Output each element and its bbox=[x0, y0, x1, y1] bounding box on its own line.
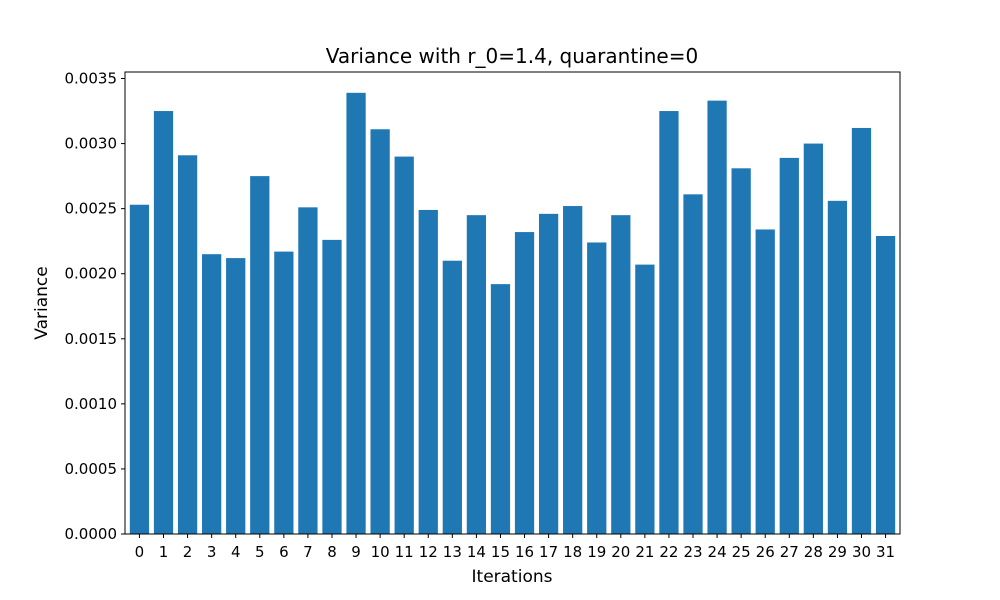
y-tick-label: 0.0030 bbox=[65, 135, 118, 153]
x-tick-label: 2 bbox=[183, 543, 193, 561]
x-tick-label: 21 bbox=[635, 543, 654, 561]
bar-30 bbox=[851, 127, 872, 534]
x-tick-label: 1 bbox=[159, 543, 169, 561]
x-tick-label: 20 bbox=[611, 543, 630, 561]
x-tick-label: 7 bbox=[303, 543, 313, 561]
x-tick-label: 22 bbox=[659, 543, 678, 561]
bar-6 bbox=[274, 251, 294, 534]
bar-10 bbox=[370, 129, 390, 535]
bar-23 bbox=[683, 194, 703, 534]
x-tick-label: 17 bbox=[539, 543, 558, 561]
bars-group bbox=[129, 92, 896, 535]
y-axis-label: Variance bbox=[32, 266, 52, 339]
x-tick-label: 14 bbox=[467, 543, 486, 561]
x-tick-label: 11 bbox=[395, 543, 414, 561]
bar-26 bbox=[755, 229, 775, 534]
plot-frame bbox=[124, 71, 901, 535]
bar-27 bbox=[779, 157, 799, 535]
x-tick-label: 27 bbox=[780, 543, 799, 561]
x-tick-label: 12 bbox=[419, 543, 438, 561]
x-tick-label: 29 bbox=[828, 543, 847, 561]
bar-17 bbox=[538, 213, 559, 534]
bar-15 bbox=[490, 284, 511, 534]
bar-7 bbox=[298, 207, 318, 534]
bar-2 bbox=[177, 155, 198, 534]
y-tick-label: 0.0005 bbox=[65, 460, 118, 478]
x-tick-label: 3 bbox=[207, 543, 217, 561]
x-tick-label: 15 bbox=[491, 543, 510, 561]
bar-29 bbox=[827, 200, 848, 535]
bar-18 bbox=[563, 206, 583, 534]
y-tick-label: 0.0025 bbox=[65, 200, 118, 218]
bar-24 bbox=[707, 100, 727, 535]
x-tick-label: 19 bbox=[587, 543, 606, 561]
bar-28 bbox=[803, 143, 823, 535]
x-tick-label: 4 bbox=[231, 543, 241, 561]
bar-3 bbox=[202, 254, 222, 534]
x-tick-label: 25 bbox=[732, 543, 751, 561]
x-tick-label: 23 bbox=[683, 543, 702, 561]
bar-8 bbox=[322, 239, 342, 534]
x-tick-label: 28 bbox=[804, 543, 823, 561]
x-tick-label: 30 bbox=[852, 543, 871, 561]
bar-20 bbox=[611, 215, 631, 535]
x-tick-label: 8 bbox=[327, 543, 337, 561]
bar-12 bbox=[418, 209, 438, 535]
x-tick-label: 24 bbox=[708, 543, 727, 561]
x-tick-label: 6 bbox=[279, 543, 289, 561]
x-axis-label: Iterations bbox=[472, 567, 553, 587]
bar-19 bbox=[587, 242, 607, 535]
bar-9 bbox=[346, 92, 366, 534]
bar-5 bbox=[250, 176, 270, 534]
bar-0 bbox=[129, 204, 150, 535]
bar-1 bbox=[153, 111, 174, 535]
y-tick-label: 0.0035 bbox=[65, 70, 118, 88]
x-tick-label: 13 bbox=[443, 543, 462, 561]
y-tick-label: 0.0020 bbox=[65, 265, 118, 283]
y-tick-label: 0.0015 bbox=[65, 330, 118, 348]
x-tick-label: 16 bbox=[515, 543, 534, 561]
bar-4 bbox=[226, 258, 246, 534]
bar-25 bbox=[731, 168, 751, 534]
x-tick-label: 10 bbox=[371, 543, 390, 561]
chart-title: Variance with r_0=1.4, quarantine=0 bbox=[326, 44, 698, 68]
bar-13 bbox=[442, 260, 462, 534]
y-tick-label: 0.0000 bbox=[65, 525, 118, 543]
x-tick-label: 5 bbox=[255, 543, 265, 561]
x-tick-label: 9 bbox=[351, 543, 361, 561]
bar-21 bbox=[635, 264, 655, 534]
bar-22 bbox=[659, 111, 679, 535]
y-tick-label: 0.0010 bbox=[65, 395, 118, 413]
x-tick-label: 0 bbox=[135, 543, 145, 561]
y-axis: 0.0000 0.0005 0.0010 0.0015 0.0020 0.0025 0.00… bbox=[65, 70, 125, 543]
bar-31 bbox=[875, 235, 896, 534]
bar-14 bbox=[466, 215, 487, 535]
x-tick-label: 31 bbox=[876, 543, 895, 561]
bar-16 bbox=[514, 232, 535, 534]
x-axis: 0 1 2 3 4 5 6 7 8 9 10 11 12 13 14 15 16 17 18 19 20 21 22 23 24… bbox=[135, 534, 895, 561]
x-tick-label: 26 bbox=[756, 543, 775, 561]
x-tick-label: 18 bbox=[563, 543, 582, 561]
bar-11 bbox=[394, 156, 414, 534]
